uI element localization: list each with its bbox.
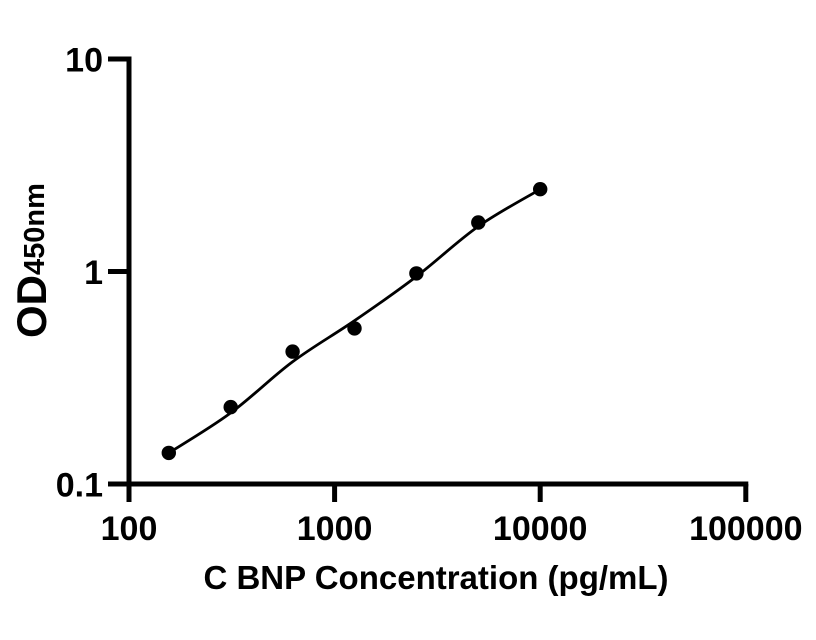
data-points [161,182,548,461]
x-tick-label: 100000 [689,510,802,548]
x-tick-label: 1000 [297,510,373,548]
data-point [285,344,300,359]
data-point [471,215,486,230]
y-tick-label: 1 [84,254,103,292]
x-ticks: 100 1000 10000 100000 [101,484,803,548]
data-point [409,266,424,281]
x-axis-title: C BNP Concentration (pg/mL) [203,559,668,596]
data-point [347,321,362,336]
y-tick-label: 10 [65,41,103,79]
data-point [533,182,548,197]
y-axis-title-main: OD [8,275,55,338]
y-ticks: 0.1 1 10 [56,41,129,504]
x-tick-label: 100 [101,510,158,548]
y-axis-title-subscript: 450nm [19,183,51,275]
plot-area: 0.1 1 10 100 1000 10000 100000 [56,41,803,548]
y-axis-title: OD450nm [8,183,55,338]
y-tick-label: 0.1 [56,466,103,504]
data-point [161,445,176,461]
fitted-curve [168,188,541,455]
data-point [223,399,238,415]
x-tick-label: 10000 [493,510,588,548]
